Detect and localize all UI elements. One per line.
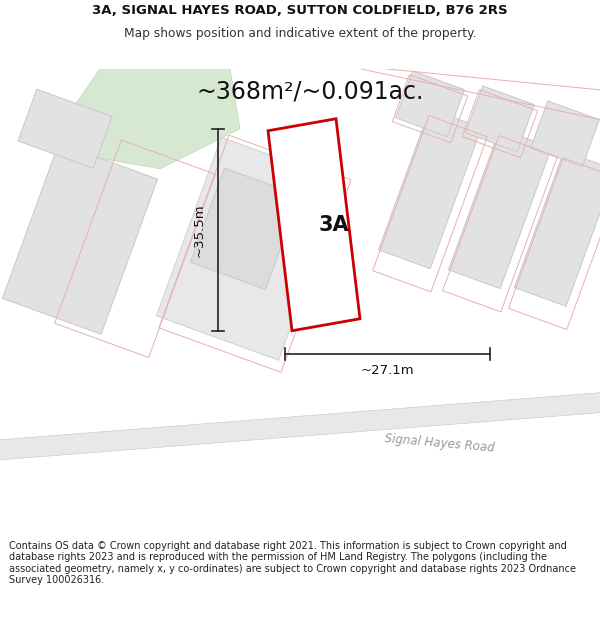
Polygon shape bbox=[268, 119, 360, 331]
Text: ~368m²/~0.091ac.: ~368m²/~0.091ac. bbox=[196, 80, 424, 104]
Polygon shape bbox=[530, 101, 599, 167]
Polygon shape bbox=[190, 168, 299, 289]
Polygon shape bbox=[514, 151, 600, 306]
Text: 3A: 3A bbox=[319, 215, 349, 235]
Text: ~27.1m: ~27.1m bbox=[361, 364, 415, 377]
Polygon shape bbox=[395, 71, 464, 137]
Polygon shape bbox=[379, 109, 481, 269]
Polygon shape bbox=[157, 138, 344, 360]
Polygon shape bbox=[18, 89, 112, 168]
Text: Contains OS data © Crown copyright and database right 2021. This information is : Contains OS data © Crown copyright and d… bbox=[9, 541, 576, 586]
Polygon shape bbox=[466, 86, 535, 152]
Text: Map shows position and indicative extent of the property.: Map shows position and indicative extent… bbox=[124, 28, 476, 40]
Text: ~35.5m: ~35.5m bbox=[193, 203, 206, 256]
Text: Signal Hayes Road: Signal Hayes Road bbox=[385, 432, 496, 455]
Polygon shape bbox=[449, 129, 551, 289]
Text: 3A, SIGNAL HAYES ROAD, SUTTON COLDFIELD, B76 2RS: 3A, SIGNAL HAYES ROAD, SUTTON COLDFIELD,… bbox=[92, 4, 508, 17]
Polygon shape bbox=[0, 389, 600, 464]
Polygon shape bbox=[2, 143, 158, 334]
Polygon shape bbox=[45, 69, 240, 169]
